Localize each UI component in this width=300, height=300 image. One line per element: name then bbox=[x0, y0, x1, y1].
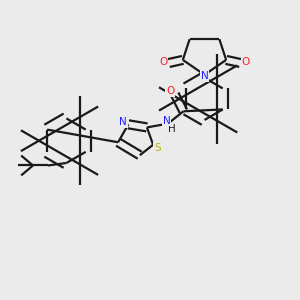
Text: H: H bbox=[168, 124, 176, 134]
Text: N: N bbox=[163, 116, 170, 126]
Text: O: O bbox=[159, 57, 167, 68]
Text: O: O bbox=[242, 57, 250, 68]
Text: O: O bbox=[166, 86, 175, 96]
Text: N: N bbox=[201, 71, 208, 81]
Text: N: N bbox=[119, 117, 127, 128]
Text: S: S bbox=[154, 143, 161, 153]
